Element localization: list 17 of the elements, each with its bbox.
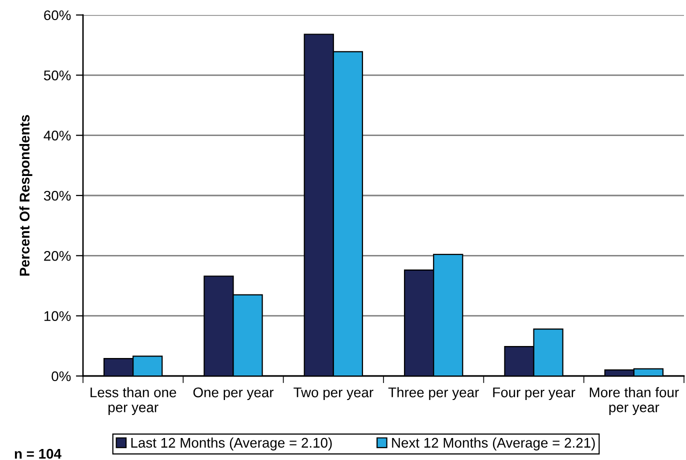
y-tick-label: 20% <box>44 251 71 261</box>
y-tick-label: 40% <box>44 130 71 141</box>
text: n = 104 <box>14 448 62 459</box>
y-tick-label: 60% <box>44 10 71 20</box>
legend-label: Next 12 Months (Average = 2.21) <box>392 438 595 450</box>
x-tick-label: Three per year <box>388 387 479 400</box>
legend-label: Last 12 Months (Average = 2.10) <box>131 438 332 450</box>
y-tick-label: 0% <box>52 371 71 382</box>
y-tick-label: 50% <box>44 70 71 80</box>
y-tick-label: 10% <box>44 311 71 322</box>
x-tick-label: Less than one per year <box>90 387 176 416</box>
y-axis-title: Percent Of Respondents <box>19 115 32 276</box>
y-tick-label: 30% <box>44 190 71 201</box>
x-tick-label: Two per year <box>294 388 374 400</box>
x-tick-label: More than four per year <box>590 387 679 416</box>
x-tick-label: Four per year <box>493 388 576 400</box>
x-tick-label: One per year <box>193 387 274 400</box>
